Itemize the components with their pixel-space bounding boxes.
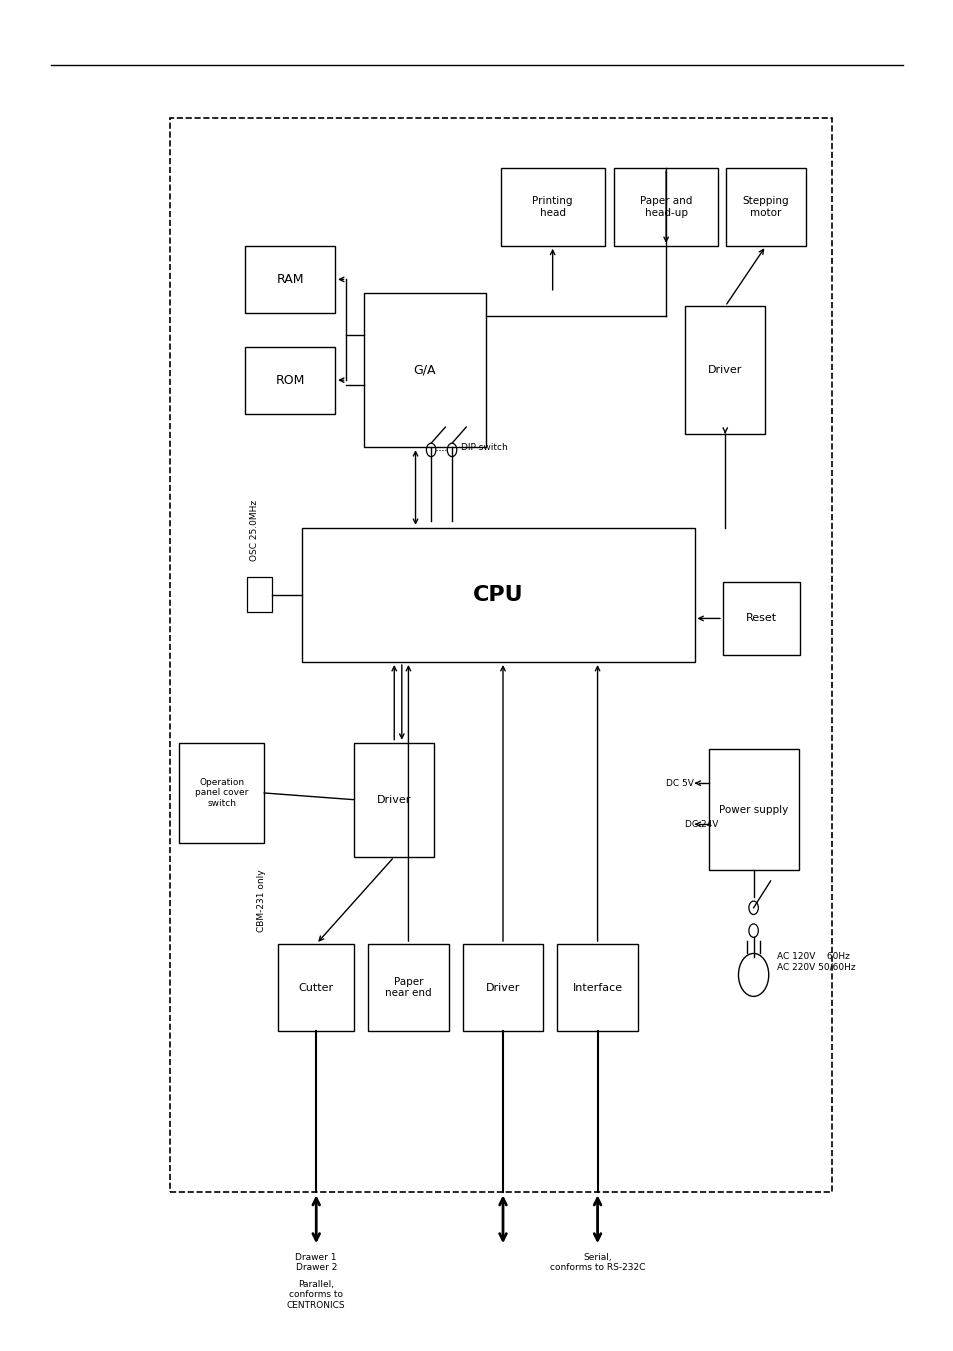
Text: RAM: RAM xyxy=(276,273,304,286)
FancyBboxPatch shape xyxy=(170,119,831,1193)
FancyBboxPatch shape xyxy=(722,581,800,655)
FancyBboxPatch shape xyxy=(557,944,638,1031)
FancyBboxPatch shape xyxy=(245,246,335,313)
Text: DC 24V: DC 24V xyxy=(684,820,718,828)
FancyBboxPatch shape xyxy=(725,168,805,246)
Text: Stepping
motor: Stepping motor xyxy=(741,196,788,218)
Text: DC 5V: DC 5V xyxy=(666,778,694,788)
Text: CPU: CPU xyxy=(473,585,523,605)
FancyBboxPatch shape xyxy=(245,347,335,413)
Text: Printing
head: Printing head xyxy=(532,196,573,218)
FancyBboxPatch shape xyxy=(247,577,272,612)
FancyBboxPatch shape xyxy=(684,307,764,434)
Text: Parallel,
conforms to
CENTRONICS: Parallel, conforms to CENTRONICS xyxy=(287,1279,345,1309)
Text: Operation
panel cover
switch: Operation panel cover switch xyxy=(194,778,248,808)
Text: Interface: Interface xyxy=(572,982,622,993)
Text: Driver: Driver xyxy=(376,794,411,805)
FancyBboxPatch shape xyxy=(462,944,542,1031)
Text: Power supply: Power supply xyxy=(719,805,787,815)
Text: Serial,
conforms to RS-232C: Serial, conforms to RS-232C xyxy=(549,1252,644,1273)
Text: Driver: Driver xyxy=(707,365,741,376)
Text: Reset: Reset xyxy=(745,613,777,623)
Text: ROM: ROM xyxy=(275,374,305,386)
Text: G/A: G/A xyxy=(414,363,436,377)
Text: Driver: Driver xyxy=(485,982,519,993)
FancyBboxPatch shape xyxy=(708,750,798,870)
Text: Drawer 1
Drawer 2: Drawer 1 Drawer 2 xyxy=(295,1252,336,1273)
FancyBboxPatch shape xyxy=(354,743,434,857)
Text: Cutter: Cutter xyxy=(298,982,334,993)
Text: CBM-231 only: CBM-231 only xyxy=(256,869,266,932)
Text: OSC 25.0MHz: OSC 25.0MHz xyxy=(250,500,259,562)
FancyBboxPatch shape xyxy=(179,743,264,843)
Text: Paper
near end: Paper near end xyxy=(385,977,432,998)
FancyBboxPatch shape xyxy=(363,293,486,447)
Text: AC 120V    60Hz
AC 220V 50/60Hz: AC 120V 60Hz AC 220V 50/60Hz xyxy=(777,952,855,971)
FancyBboxPatch shape xyxy=(614,168,718,246)
FancyBboxPatch shape xyxy=(368,944,448,1031)
FancyBboxPatch shape xyxy=(302,528,694,662)
FancyBboxPatch shape xyxy=(500,168,604,246)
Text: DIP switch: DIP switch xyxy=(461,443,508,451)
FancyBboxPatch shape xyxy=(278,944,354,1031)
Text: Paper and
head-up: Paper and head-up xyxy=(639,196,692,218)
